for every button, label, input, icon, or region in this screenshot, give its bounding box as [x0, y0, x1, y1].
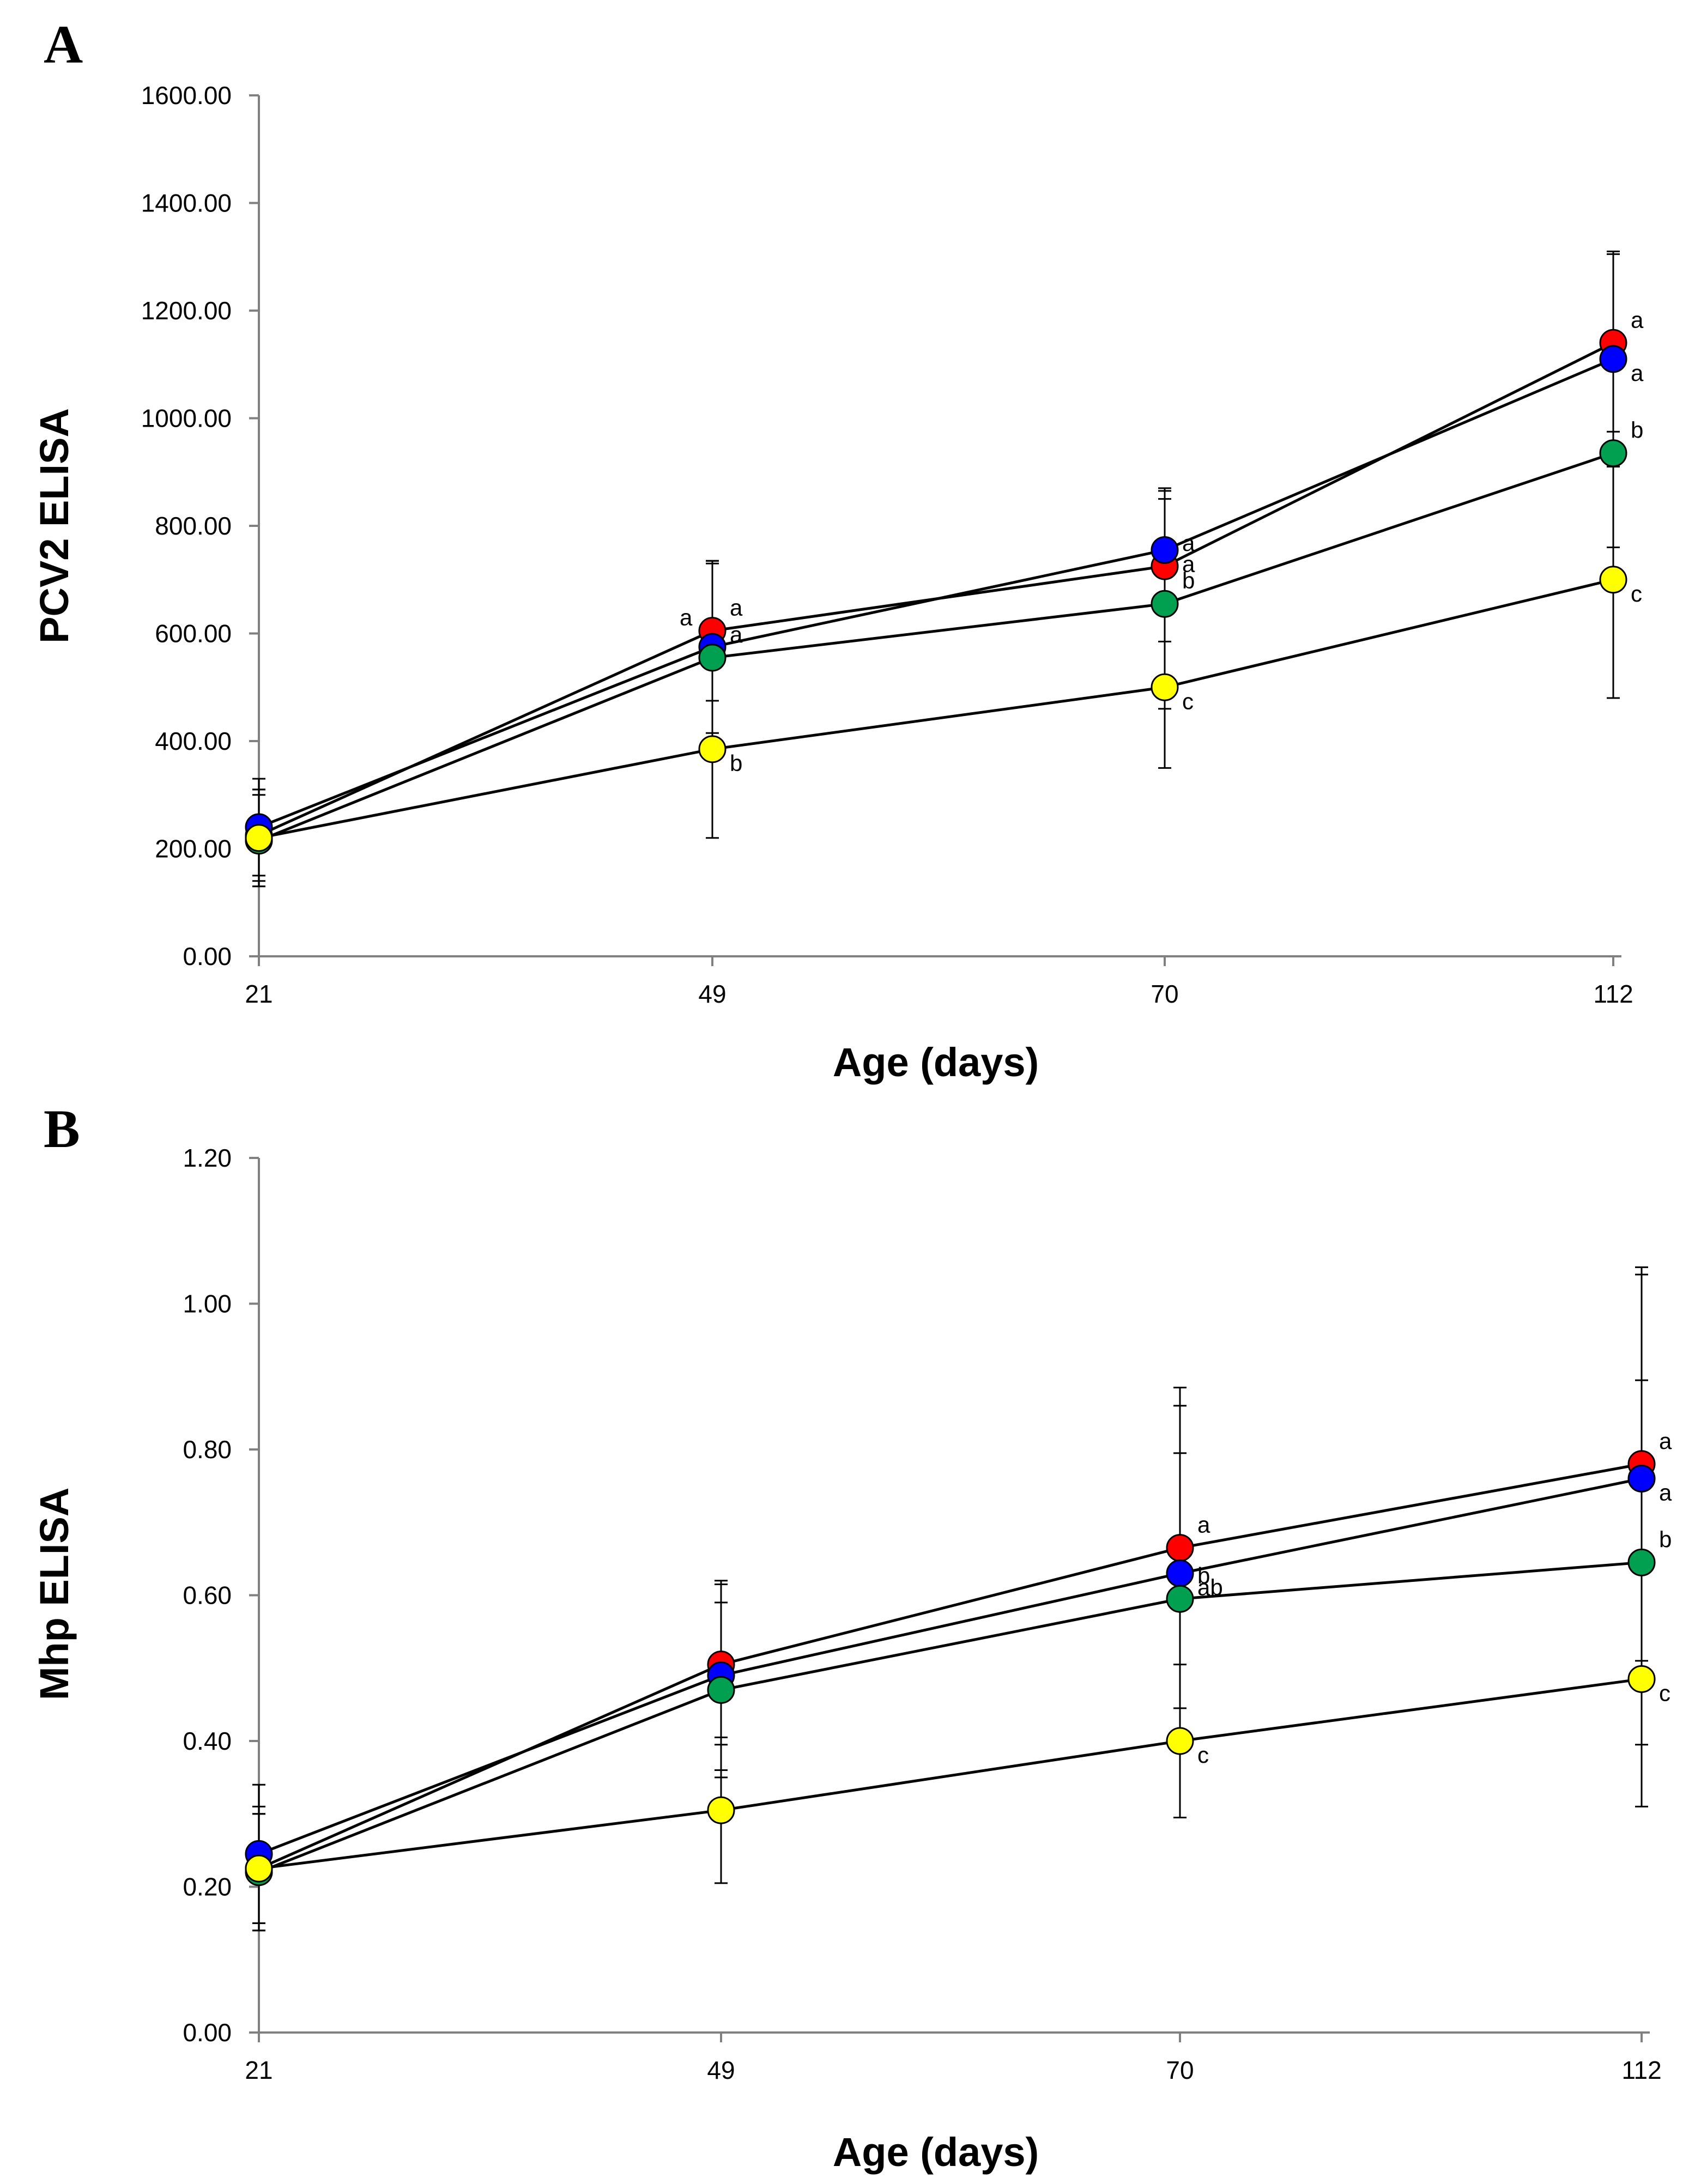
x-tick-label: 70 [1166, 2056, 1194, 2084]
x-tick-label: 21 [245, 980, 273, 1008]
y-tick-label: 0.20 [183, 1873, 232, 1901]
data-point-yellow [1151, 673, 1179, 701]
significance-letter: a [1659, 1428, 1672, 1454]
data-point-yellow [245, 824, 273, 852]
y-tick-label: 800.00 [155, 512, 232, 540]
data-point-blue [1627, 1465, 1656, 1493]
x-tick-label: 112 [1593, 980, 1633, 1008]
y-tick-label: 1400.00 [141, 189, 232, 217]
chart-panel-a: A 0.00 200.00 400.00 600.00 800.00 1000.00 1200… [32, 14, 1644, 1085]
y-tick-label: 0.00 [183, 942, 232, 970]
data-point-blue [1151, 536, 1179, 564]
y-tick-label: 0.00 [183, 2018, 232, 2047]
data-point-yellow [698, 735, 727, 763]
y-tick-label: 1000.00 [141, 404, 232, 433]
x-tick-label: 112 [1621, 2056, 1661, 2084]
data-point-yellow [707, 1796, 735, 1824]
significance-letter: a [1197, 1512, 1210, 1538]
data-point-yellow [245, 1854, 273, 1883]
data-point-green [1599, 439, 1627, 468]
y-tick-label: 1600.00 [141, 81, 232, 110]
significance-letter: a [1182, 551, 1195, 577]
significance-letter: a [1659, 1480, 1672, 1506]
significance-letter: a [730, 622, 743, 647]
significance-letter: b [1197, 1563, 1210, 1588]
series-line-red [258, 342, 1614, 837]
data-point-blue [1599, 345, 1627, 373]
significance-letter: b [1182, 568, 1195, 593]
series-line-red [258, 1463, 1642, 1870]
significance-letter: c [1182, 688, 1194, 714]
significance-letter: b [1659, 1526, 1672, 1552]
y-tick-label: 1200.00 [141, 296, 232, 325]
significance-letter: a [730, 595, 743, 621]
y-tick-label: 400.00 [155, 727, 232, 755]
panel-label: B [44, 1099, 80, 1159]
significance-letter: a [1182, 530, 1195, 556]
y-axis-title: PCV2 ELISA [32, 408, 77, 644]
series-line-green [258, 452, 1614, 842]
data-point-green [707, 1676, 735, 1704]
data-point-yellow [1166, 1727, 1194, 1755]
y-tick-label: 0.40 [183, 1727, 232, 1755]
y-tick-label: 600.00 [155, 620, 232, 648]
data-point-yellow [1599, 566, 1627, 594]
series-line-yellow [258, 578, 1614, 840]
data-point-green [1627, 1548, 1656, 1576]
y-tick-label: 0.60 [183, 1581, 232, 1610]
significance-letter: c [1631, 581, 1642, 606]
significance-letter: b [1631, 417, 1643, 443]
y-axis-title: Mhp ELISA [32, 1488, 77, 1701]
y-tick-label: 200.00 [155, 835, 232, 863]
significance-letter: a [1631, 360, 1644, 386]
y-tick-label: 1.00 [183, 1290, 232, 1318]
data-point-blue [1166, 1559, 1194, 1587]
x-tick-label: 49 [698, 980, 726, 1008]
y-tick-label: 0.80 [183, 1435, 232, 1464]
series-line-blue [258, 357, 1614, 829]
x-axis-title: Age (days) [833, 2130, 1039, 2175]
data-point-yellow [1627, 1665, 1656, 1693]
data-point-green [698, 644, 727, 672]
data-point-green [1151, 590, 1179, 618]
x-tick-label: 49 [707, 2056, 735, 2084]
series-line-yellow [258, 1677, 1642, 1870]
x-axis-title: Age (days) [833, 1040, 1039, 1085]
y-tick-label: 1.20 [183, 1144, 232, 1172]
series-line-green [258, 1561, 1642, 1874]
series-line-blue [258, 1477, 1642, 1855]
significance-letter: b [730, 750, 742, 776]
significance-letter: c [1197, 1742, 1209, 1768]
data-point-green [1166, 1585, 1194, 1613]
x-tick-label: 70 [1151, 980, 1178, 1008]
x-tick-label: 21 [245, 2056, 273, 2084]
data-point-red [1166, 1534, 1194, 1562]
significance-letter: c [1659, 1680, 1670, 1706]
panel-label: A [44, 14, 83, 75]
chart-panel-b: B 0.00 0.20 0.40 0.60 0.80 1.00 1.20 21 49 70 112 Ag… [32, 1099, 1672, 2175]
significance-letter: a [680, 605, 693, 630]
significance-letter: ab [1197, 1574, 1223, 1600]
significance-letter: a [1631, 307, 1644, 332]
